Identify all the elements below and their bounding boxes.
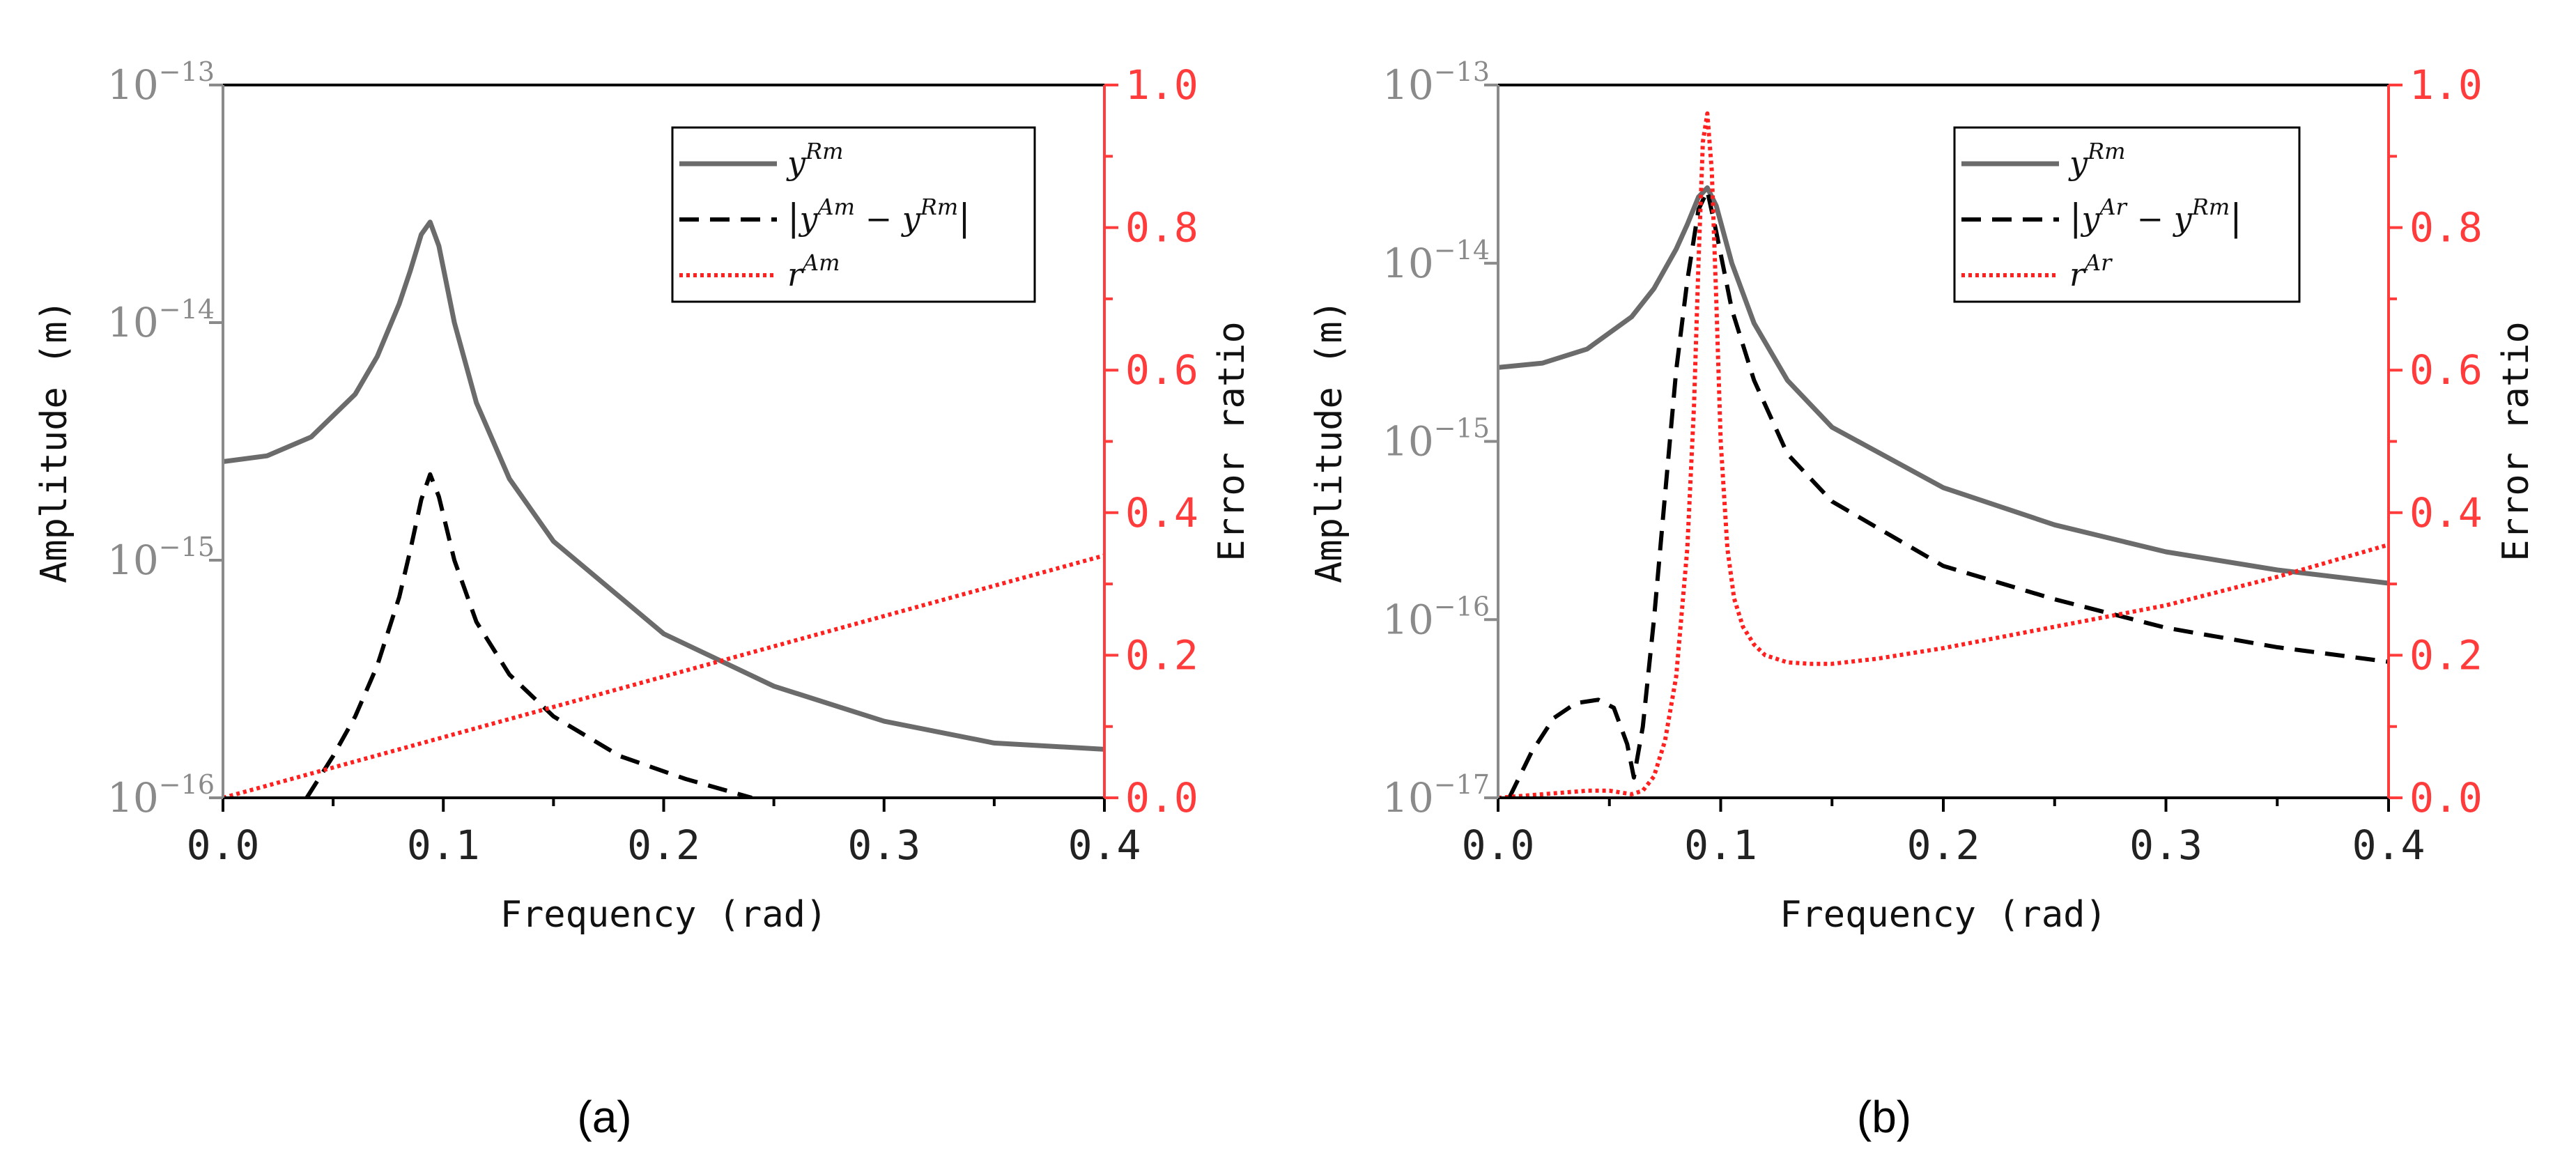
x-tick-label: 0.0 [187,821,260,869]
y-right-tick-label: 0.8 [2409,204,2483,252]
y-left-tick-base: 10 [107,774,159,821]
y-left-tick-label: 10−15 [1382,413,1490,465]
legend-label-2: rAm [787,249,840,293]
x-tick-label: 0.1 [407,821,480,869]
legend-base: y [2081,200,2101,238]
y-right-tick-label: 0.4 [1125,489,1198,537]
y-left-tick-exp: −14 [1434,235,1490,265]
series-line-0 [223,219,1104,752]
x-tick-label: 0.1 [1684,821,1757,869]
y-left-tick-base: 10 [107,537,159,584]
legend-base: r [787,256,805,293]
y-left-tick-base: 10 [1382,240,1434,287]
legend-label-0: yRm [786,138,843,182]
x-tick-label: 0.2 [1907,821,1980,869]
y-left-tick-exp: −15 [159,532,215,562]
legend-base: r [2069,256,2087,293]
legend-box [671,126,1036,303]
y-right-tick-label: 1.0 [2409,61,2483,109]
abs-bar-left: | [787,197,800,239]
y-left-tick-exp: −13 [1434,56,1490,87]
y-left-tick-exp: −15 [1434,413,1490,444]
legend-sup: Ar [2098,194,2128,220]
x-tick-label: 0.0 [1462,821,1535,869]
legend-sup: Rm [805,138,843,164]
legend-label-2: rAr [2069,249,2113,293]
y-left-tick-exp: −16 [159,769,215,800]
legend-base: y [786,144,806,182]
y-right-title: Error ratio [1211,321,1253,561]
legend-minus: − [855,200,902,238]
legend-sup: Am [816,194,855,220]
y-left-tick-label: 10−13 [1382,56,1490,109]
y-left-tick-exp: −14 [159,294,215,325]
abs-bar-left: | [2069,197,2082,239]
legend-label-1: |yAm − yRm| [787,194,971,239]
legend-label-0: yRm [2068,138,2125,182]
y-right-tick-label: 1.0 [1125,61,1198,109]
x-tick-label: 0.2 [627,821,700,869]
legend: yRm|yAr − yRm|rAr [1953,126,2301,303]
y-right-tick-label: 0.0 [1125,774,1198,821]
y-left-tick-label: 10−15 [107,532,215,584]
y-left-tick-base: 10 [107,61,159,109]
y-right-tick-label: 0.2 [1125,631,1198,679]
y-left-tick-base: 10 [1382,61,1434,109]
legend-sup: Rm [2087,138,2125,164]
y-right-tick-label: 0.8 [1125,204,1198,252]
legend-minus-base: y [2173,200,2193,238]
legend-base: y [2068,144,2088,182]
legend-sup: Ar [2083,249,2113,276]
y-right-tick-label: 0.6 [2409,346,2483,394]
x-axis-title: Frequency (rad) [1780,894,2107,936]
abs-bar-right: | [2230,197,2242,239]
y-left-tick-label: 10−14 [107,294,215,346]
legend-minus-sup: Rm [2191,194,2230,220]
panel-caption: (a) [577,1092,631,1142]
legend-sup: Am [801,249,840,276]
legend-label-1: |yAr − yRm| [2069,194,2242,239]
chart-panel-b: 0.0 0.1 0.2 0.3 0.410−1310−1410−1510−1610−17… [1309,56,2537,1142]
x-tick-label: 0.3 [2129,821,2203,869]
legend-minus: − [2127,200,2174,238]
abs-bar-right: | [958,197,971,239]
y-left-tick-base: 10 [107,299,159,346]
panel-caption: (b) [1857,1092,1911,1142]
y-left-title: Amplitude (m) [1309,300,1350,583]
legend-box [1953,126,2301,303]
x-axis-title: Frequency (rad) [500,894,828,936]
y-right-tick-label: 0.2 [2409,631,2483,679]
legend-minus-sup: Rm [920,194,958,220]
y-left-tick-exp: −13 [159,56,215,87]
y-left-tick-label: 10−16 [1382,591,1490,643]
series-line-0 [1498,185,2389,586]
y-right-title: Error ratio [2495,321,2537,561]
y-left-title: Amplitude (m) [33,300,75,583]
y-right-tick-label: 0.0 [2409,774,2483,821]
y-left-tick-exp: −16 [1434,591,1490,622]
series-line-1 [304,472,753,798]
y-left-tick-label: 10−13 [107,56,215,109]
legend: yRm|yAm − yRm|rAm [671,126,1036,303]
y-left-tick-label: 10−17 [1382,769,1490,821]
legend-base: y [799,200,819,238]
y-left-tick-base: 10 [1382,596,1434,643]
y-left-tick-label: 10−14 [1382,235,1490,287]
y-left-tick-label: 10−16 [107,769,215,821]
series-line-2 [223,553,1104,798]
x-tick-label: 0.3 [847,821,920,869]
legend-minus-base: y [901,200,921,238]
y-left-tick-exp: −17 [1434,769,1490,800]
x-tick-label: 0.4 [1068,821,1141,869]
y-right-tick-label: 0.4 [2409,489,2483,537]
x-tick-label: 0.4 [2352,821,2425,869]
series-line-1 [1507,188,2389,798]
y-left-tick-base: 10 [1382,418,1434,465]
y-left-tick-base: 10 [1382,774,1434,821]
y-right-tick-label: 0.6 [1125,346,1198,394]
